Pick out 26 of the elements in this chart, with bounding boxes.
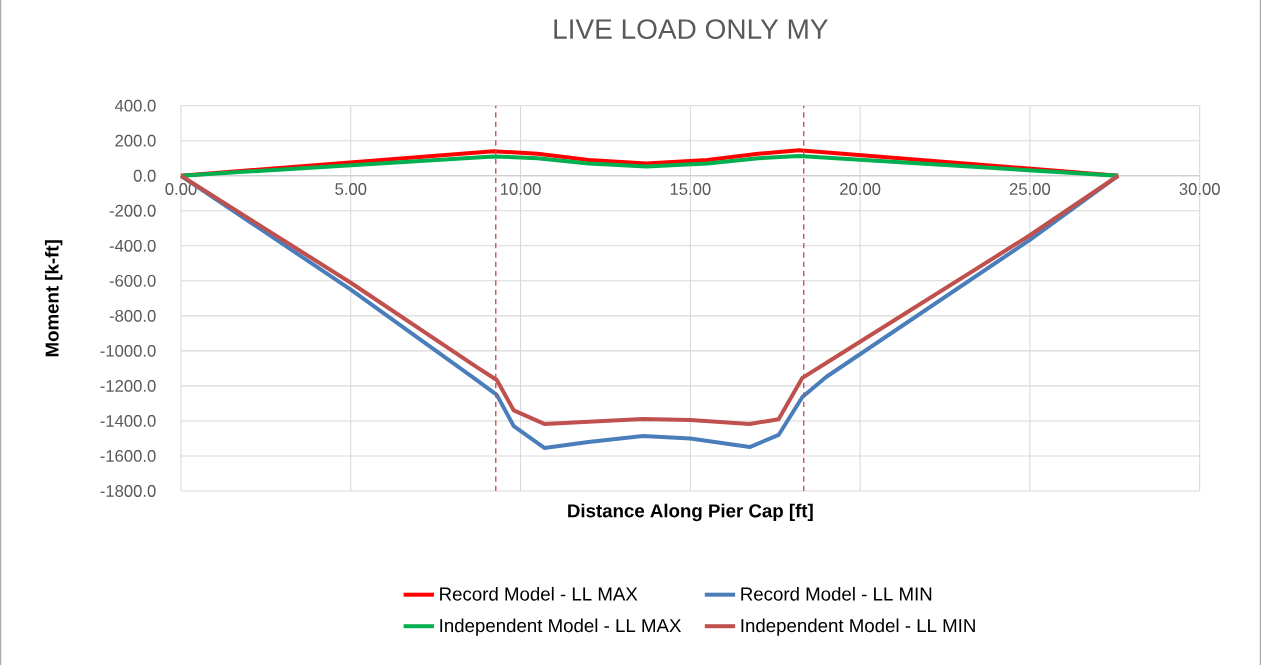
x-tick-label: 5.00 [335,183,367,195]
legend-label: Independent Model - LL MAX [440,618,682,636]
y-tick-label: 0.0 [133,169,156,182]
y-tick-label: 400.0 [114,99,156,112]
x-tick-label: 20.00 [840,183,881,195]
line-series [179,154,1121,178]
y-tick-label: -1400.0 [100,415,156,427]
x-tick-label: 25.00 [1009,183,1051,195]
y-axis-title: Moment [k-ft] [44,240,63,357]
y-tick-label: -600.0 [109,274,156,287]
y-tick-label: -1800.0 [100,485,156,497]
legend-label: Record Model - LL MAX [440,586,638,601]
y-tick-label: -1200.0 [100,380,156,392]
y-tick-label: -400.0 [109,239,156,252]
y-tick-label: -800.0 [109,309,156,322]
x-tick-label: 30.00 [1179,183,1220,195]
y-tick-label: 200.0 [115,134,156,147]
x-tick-label: 15.00 [670,183,711,195]
legend-label: Independent Model - LL MIN [741,618,975,636]
x-tick-label: 10.00 [500,183,541,195]
chart-title: LIVE LOAD ONLY MY [554,19,828,40]
legend-label: Record Model - LL MIN [741,586,932,601]
y-tick-label: -1600.0 [100,450,156,462]
y-tick-label: -1000.0 [100,344,156,357]
y-tick-label: -200.0 [109,204,156,217]
x-axis-title: Distance Along Pier Cap [ft] [568,503,813,522]
